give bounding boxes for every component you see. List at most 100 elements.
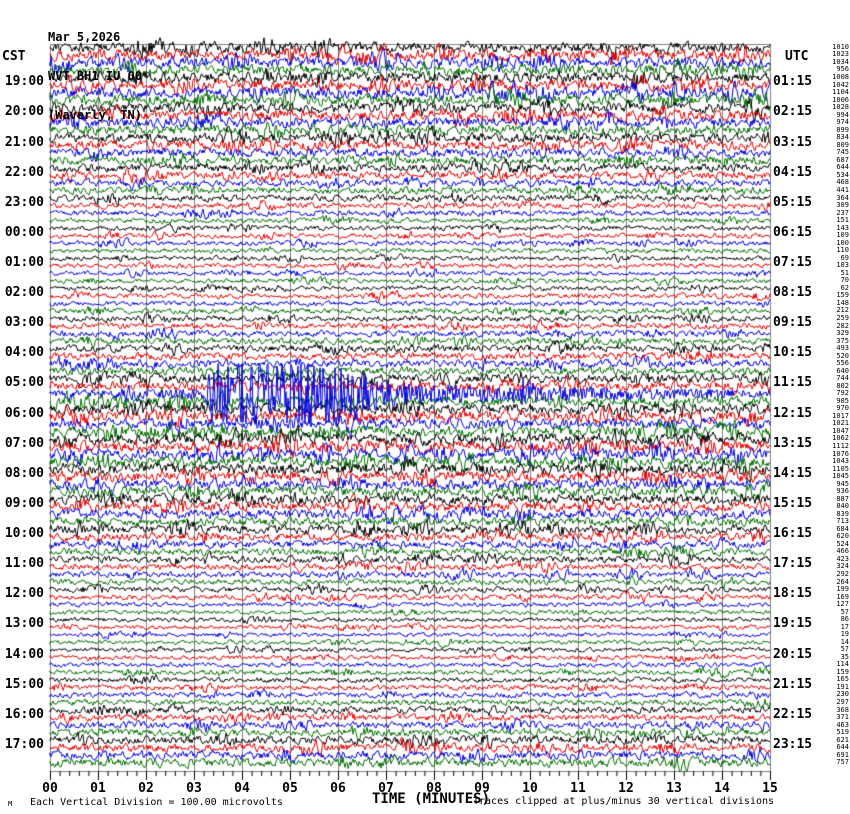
trace-amplitude-value: 1042 bbox=[832, 80, 849, 89]
utc-hour-label: 05:15 bbox=[773, 194, 813, 210]
trace-amplitude-value: 1047 bbox=[832, 426, 849, 435]
trace-amplitude-value: 744 bbox=[836, 374, 849, 383]
header-date: Mar 5,2026 bbox=[48, 30, 121, 44]
trace-amplitude-value: 114 bbox=[836, 660, 849, 669]
utc-hour-label: 08:15 bbox=[773, 285, 813, 301]
trace-amplitude-value: 840 bbox=[836, 502, 849, 511]
cst-hour-label: 13:00 bbox=[4, 616, 44, 632]
trace-amplitude-value: 19 bbox=[840, 630, 849, 639]
trace-amplitude-value: 899 bbox=[836, 125, 849, 134]
trace-amplitude-value: 520 bbox=[836, 351, 849, 360]
trace-amplitude-value: 62 bbox=[840, 283, 849, 292]
utc-hour-label: 07:15 bbox=[773, 255, 813, 270]
utc-hour-label: 06:15 bbox=[773, 224, 813, 240]
trace-amplitude-value: 691 bbox=[836, 750, 849, 759]
trace-amplitude-value: 524 bbox=[836, 539, 849, 548]
trace-amplitude-value: 994 bbox=[836, 110, 849, 119]
trace-amplitude-value: 757 bbox=[836, 758, 849, 767]
trace-amplitude-value: 259 bbox=[836, 313, 849, 322]
trace-amplitude-value: 109 bbox=[836, 231, 849, 240]
trace-amplitude-value: 191 bbox=[836, 682, 849, 691]
trace-amplitude-value: 1076 bbox=[832, 449, 849, 458]
utc-hour-label: 23:15 bbox=[773, 736, 813, 752]
utc-hour-label: 21:15 bbox=[773, 676, 813, 692]
trace-amplitude-value: 169 bbox=[836, 592, 849, 601]
utc-hour-label: 12:15 bbox=[773, 405, 813, 421]
utc-hour-label: 19:15 bbox=[773, 616, 813, 632]
trace-amplitude-value: 143 bbox=[836, 223, 849, 232]
vertical-division-note: Each Vertical Division = 100.00 microvol… bbox=[30, 797, 283, 808]
trace-amplitude-value: 1010 bbox=[832, 42, 849, 51]
utc-hour-label: 02:15 bbox=[773, 104, 813, 120]
utc-hour-label: 13:15 bbox=[773, 435, 813, 451]
x-tick-label: 07 bbox=[378, 781, 394, 796]
trace-amplitude-value: 556 bbox=[836, 359, 849, 368]
trace-amplitude-value: 103 bbox=[836, 261, 849, 270]
trace-amplitude-value: 364 bbox=[836, 193, 849, 202]
trace-amplitude-value: 423 bbox=[836, 554, 849, 563]
utc-hour-label: 03:15 bbox=[773, 134, 813, 150]
trace-amplitude-value: 212 bbox=[836, 306, 849, 315]
x-tick-label: 05 bbox=[282, 781, 298, 796]
x-tick-label: 02 bbox=[138, 781, 154, 796]
trace-amplitude-value: 713 bbox=[836, 517, 849, 526]
trace-amplitude-value: 1023 bbox=[832, 50, 849, 59]
cst-hour-label: 11:00 bbox=[4, 556, 44, 572]
clip-note: Traces clipped at plus/minus 30 vertical… bbox=[473, 796, 775, 807]
trace-amplitude-value: 35 bbox=[840, 652, 849, 661]
cst-hour-label: 04:00 bbox=[4, 345, 44, 361]
x-tick-label: 13 bbox=[666, 781, 682, 796]
trace-amplitude-value: 148 bbox=[836, 298, 849, 307]
trace-amplitude-value: 493 bbox=[836, 344, 849, 353]
trace-amplitude-value: 970 bbox=[836, 404, 849, 413]
trace-amplitude-value: 945 bbox=[836, 479, 849, 488]
x-tick-label: 08 bbox=[426, 781, 442, 796]
cst-hour-label: 07:00 bbox=[4, 435, 44, 451]
trace-amplitude-value: 282 bbox=[836, 321, 849, 330]
trace-amplitude-value: 69 bbox=[840, 253, 849, 262]
right-timezone-label: UTC bbox=[785, 49, 809, 64]
trace-amplitude-value: 644 bbox=[836, 743, 849, 752]
cst-hour-label: 14:00 bbox=[4, 646, 44, 662]
x-tick-label: 15 bbox=[762, 781, 778, 796]
trace-amplitude-value: 745 bbox=[836, 148, 849, 157]
cst-hour-label: 12:00 bbox=[4, 586, 44, 602]
cst-hour-label: 22:00 bbox=[4, 164, 44, 180]
trace-amplitude-value: 70 bbox=[840, 276, 849, 285]
x-tick-label: 03 bbox=[186, 781, 202, 796]
trace-amplitude-value: 51 bbox=[840, 268, 849, 277]
trace-amplitude-value: 441 bbox=[836, 185, 849, 194]
trace-amplitude-value: 159 bbox=[836, 291, 849, 300]
trace-amplitude-value: 1017 bbox=[832, 411, 849, 420]
cst-hour-label: 05:00 bbox=[4, 375, 44, 391]
trace-amplitude-value: 237 bbox=[836, 208, 849, 217]
cst-hour-label: 16:00 bbox=[4, 706, 44, 722]
trace-amplitude-value: 839 bbox=[836, 509, 849, 518]
trace-amplitude-value: 466 bbox=[836, 547, 849, 556]
x-tick-label: 06 bbox=[330, 781, 346, 796]
left-timezone-label: CST bbox=[2, 49, 26, 64]
utc-hour-label: 14:15 bbox=[773, 465, 813, 481]
utc-hour-label: 22:15 bbox=[773, 706, 813, 722]
utc-hour-label: 15:15 bbox=[773, 495, 813, 511]
cst-hour-label: 06:00 bbox=[4, 405, 44, 421]
cst-hour-label: 02:00 bbox=[4, 285, 44, 301]
trace-amplitude-value: 887 bbox=[836, 494, 849, 503]
trace-amplitude-value: 159 bbox=[836, 667, 849, 676]
utc-hour-label: 04:15 bbox=[773, 164, 813, 180]
x-axis-title: TIME (MINUTES) bbox=[372, 791, 491, 807]
trace-amplitude-value: 640 bbox=[836, 366, 849, 375]
cst-hour-label: 00:00 bbox=[4, 224, 44, 240]
trace-amplitude-value: 809 bbox=[836, 140, 849, 149]
trace-amplitude-value: 1034 bbox=[832, 57, 849, 66]
trace-amplitude-value: 534 bbox=[836, 170, 849, 179]
trace-amplitude-value: 110 bbox=[836, 246, 849, 255]
trace-amplitude-value: 329 bbox=[836, 329, 849, 338]
utc-hour-label: 10:15 bbox=[773, 345, 813, 361]
x-tick-label: 00 bbox=[42, 781, 58, 796]
trace-amplitude-value: 519 bbox=[836, 728, 849, 737]
trace-amplitude-value: 974 bbox=[836, 118, 849, 127]
utc-hour-label: 16:15 bbox=[773, 526, 813, 542]
